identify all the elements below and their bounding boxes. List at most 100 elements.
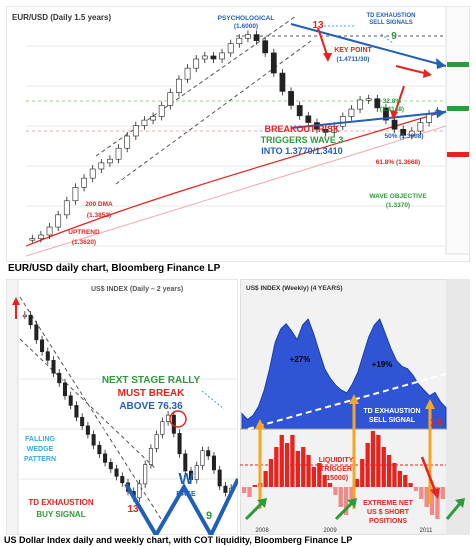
eurusd-candle (245, 34, 251, 39)
dxy-candle (51, 359, 56, 374)
eurusd-candle (296, 105, 303, 117)
bottom-chart-caption: US Dollar Index daily and weekly chart, … (4, 535, 353, 545)
eurusd-candle (158, 105, 165, 117)
base-label: BASE (176, 491, 196, 498)
eurusd-candle (38, 234, 44, 239)
pattern-label: PATTERN (24, 456, 56, 463)
cot-bar (354, 479, 359, 487)
dxy-candle (40, 339, 45, 352)
cot-bar (424, 487, 429, 507)
cot-bar (301, 447, 306, 487)
dxy-candle (114, 468, 119, 477)
wedge-label: WEDGE (27, 446, 54, 453)
dxy-candle (108, 462, 113, 470)
triggers-wave-label: TRIGGERS WAVE 3 (261, 135, 344, 145)
eurusd-candle (115, 147, 122, 160)
cot-bar (247, 487, 252, 497)
dxy-count-13-label: 13 (127, 504, 139, 515)
cot-bar (268, 459, 274, 487)
dxy-candle (206, 450, 211, 457)
wave-objective-value: (1.3370) (386, 202, 410, 209)
dxy-candle (177, 433, 182, 455)
eurusd-candle (55, 214, 62, 228)
dxy-weekly-area (241, 318, 447, 430)
dxy-candle (217, 469, 222, 487)
td-sell-signals-label: SELL SIGNALS (369, 20, 413, 26)
dma-200-value: (1.3852) (87, 212, 111, 219)
weekly-count-13-label: 13 (430, 417, 442, 429)
eurusd-candle (374, 98, 381, 109)
dxy-weekly-chart: US$ INDEX (Weekly) (4 YEARS) +27% +19% T… (240, 279, 470, 535)
eurusd-candle (279, 72, 286, 92)
wave-objective-label: WAVE OBJECTIVE (369, 193, 427, 200)
dxy-count-9-label: 9 (206, 510, 212, 522)
eurusd-candle (339, 116, 346, 127)
cot-bar (392, 463, 397, 487)
count-13-label: 13 (312, 20, 324, 31)
cot-bar (376, 435, 381, 487)
eurusd-candle (417, 122, 424, 132)
dxy-candle (45, 351, 50, 361)
eurusd-candle (132, 125, 139, 137)
cot-bar (349, 487, 354, 499)
eurusd-candle (72, 187, 79, 202)
dxy-candle (143, 464, 148, 485)
cot-bar (306, 455, 311, 487)
dxy-candle (103, 453, 108, 463)
eurusd-candle (305, 115, 312, 123)
dxy-candle (200, 450, 205, 466)
count-9-label: 9 (391, 31, 397, 42)
dxy-candle (223, 485, 228, 493)
cot-bar (322, 475, 327, 487)
dxy-candle (183, 453, 188, 472)
cot-bar (290, 435, 295, 487)
eurusd-candle (193, 58, 200, 69)
dxy-candle (211, 455, 216, 471)
liquidity-value-label: (15000) (324, 475, 348, 482)
cot-bar (274, 447, 279, 487)
eurusd-candle (348, 108, 355, 117)
dxy-candle (80, 416, 85, 427)
cot-bar (279, 435, 284, 487)
cot-bar (429, 487, 435, 515)
eurusd-candle (141, 119, 148, 126)
extreme-net-label: EXTREME NET (363, 500, 414, 507)
eurusd-candle (210, 55, 217, 60)
cot-bar (311, 467, 317, 487)
buy-signal-label: BUY SIGNAL (36, 510, 85, 519)
eurusd-chart: EUR/USD (Daily 1.5 years) PSYCHOLOGICAL (6, 6, 470, 262)
eurusd-candle (408, 130, 415, 136)
psychological-label: PSYCHOLOGICAL (218, 15, 275, 22)
w-label: W (178, 471, 194, 488)
fib-32-value: (1.4148) (380, 106, 404, 113)
top-chart-caption: EUR/USD daily chart, Bloomberg Finance L… (8, 263, 221, 274)
cot-bar (344, 487, 349, 515)
uptrend-value: (1.3620) (72, 239, 96, 246)
eurusd-candle (150, 116, 156, 121)
eurusd-candle (262, 40, 269, 54)
x-label-2008: 2008 (255, 528, 269, 534)
dxy-candle (148, 448, 153, 465)
liquidity-label: LIQUIDITY (319, 457, 354, 464)
cot-bar (403, 475, 408, 487)
eurusd-candle (227, 43, 234, 54)
breakout-risk-label: BREAKOUT RISK (264, 124, 340, 134)
weekly-title: US$ INDEX (Weekly) (4 YEARS) (246, 285, 343, 292)
dxy-candle (34, 324, 39, 341)
dxy-candle (154, 434, 159, 449)
eurusd-candle (322, 128, 329, 133)
eurusd-candle (270, 52, 277, 74)
key-point-value: (1.4711/30) (337, 56, 370, 63)
cot-bar (408, 483, 413, 487)
td-exhaustion-label: TD EXHAUSTION (366, 13, 415, 19)
usd-short-label: US $ SHORT (367, 509, 410, 516)
breakout-target-label: INTO 1.3770/1.3410 (261, 146, 342, 156)
eurusd-candle (365, 98, 372, 101)
eurusd-candle (63, 200, 70, 216)
cot-bar (242, 487, 247, 493)
above-level-label: ABOVE 76.36 (119, 401, 183, 412)
eurusd-candle (426, 113, 432, 123)
fib-618-label: 61.8% (1.3668) (376, 159, 420, 166)
dxy-candle (68, 395, 73, 406)
eurusd-candle (89, 168, 96, 179)
